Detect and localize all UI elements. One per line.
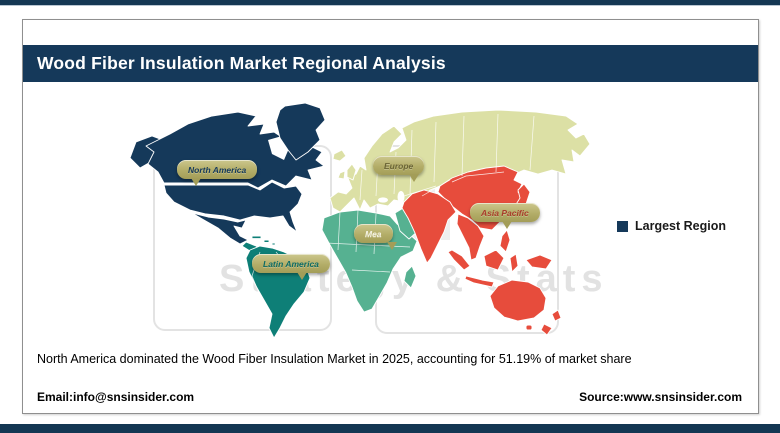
land-greenland [275, 102, 326, 161]
footer-source: Source:www.snsinsider.com [579, 390, 742, 404]
region-europe [329, 109, 591, 213]
legend-label: Largest Region [635, 219, 726, 233]
map-label-mea: Mea [354, 224, 397, 250]
land-uk [346, 163, 357, 181]
top-accent-bar [0, 0, 780, 6]
legend: Largest Region [617, 219, 726, 233]
world-map-svg [129, 102, 591, 339]
land-africa [321, 209, 418, 313]
map-label-text: Asia Pacific [481, 207, 529, 218]
map-label-text: North America [188, 164, 247, 175]
land-puerto-rico [271, 242, 276, 246]
land-philippines [499, 229, 511, 253]
land-indochina [456, 213, 485, 261]
land-hispaniola [263, 239, 270, 243]
land-ireland [337, 170, 346, 180]
map-label-latin-america: Latin America [252, 254, 330, 280]
land-india [401, 189, 457, 264]
water-black-sea [378, 197, 388, 203]
map-label-europe: Europe [373, 156, 425, 182]
land-new-zealand-north [551, 309, 562, 322]
page-title: Wood Fiber Insulation Market Regional An… [37, 53, 446, 73]
pill-pointer [502, 221, 512, 229]
bottom-accent-bar [0, 424, 780, 433]
land-sumatra [447, 249, 471, 271]
land-tasmania [525, 324, 533, 331]
land-mexico [191, 212, 249, 245]
map-label-text: Latin America [263, 258, 319, 269]
land-cuba [251, 235, 262, 240]
region-asia-pacific [401, 165, 562, 336]
land-borneo [483, 249, 505, 271]
world-map [100, 100, 630, 345]
infographic-card: Wood Fiber Insulation Market Regional An… [22, 19, 759, 414]
pill-pointer [409, 174, 419, 182]
land-sulawesi [509, 253, 519, 273]
map-label-asia-pacific: Asia Pacific [470, 203, 540, 229]
land-new-guinea [525, 254, 553, 270]
land-new-zealand-south [540, 323, 553, 336]
pill-pointer [387, 242, 397, 250]
water-caspian-sea [397, 191, 405, 203]
pill-pointer [297, 272, 307, 280]
region-mea [321, 206, 426, 313]
title-band: Wood Fiber Insulation Market Regional An… [23, 45, 758, 82]
region-latin-america [241, 235, 311, 339]
land-madagascar [403, 265, 417, 289]
map-label-text: Europe [384, 160, 414, 171]
caption-text: North America dominated the Wood Fiber I… [37, 352, 632, 366]
pill-pointer [191, 178, 201, 186]
land-usa [163, 181, 303, 233]
land-java [464, 275, 495, 288]
land-iceland [332, 149, 347, 162]
legend-swatch [617, 220, 628, 232]
footer-email: Email:info@snsinsider.com [37, 390, 195, 404]
map-label-text: Mea [365, 228, 382, 239]
land-australia [489, 279, 547, 322]
map-label-north-america: North America [177, 160, 258, 186]
footer-row: Email:info@snsinsider.com Source:www.sns… [37, 390, 742, 404]
